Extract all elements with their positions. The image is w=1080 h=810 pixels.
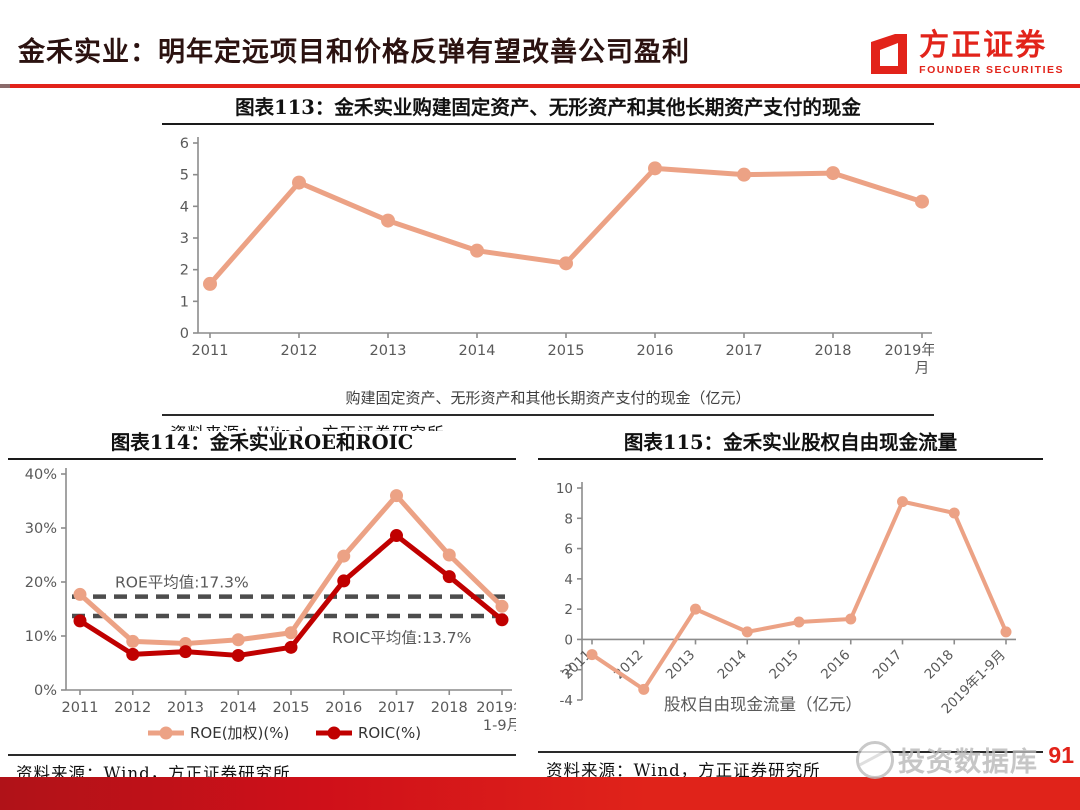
svg-text:股权自由现金流量（亿元）: 股权自由现金流量（亿元） (664, 695, 862, 714)
watermark-swirl-icon (856, 740, 894, 779)
svg-text:2015: 2015 (273, 700, 310, 716)
svg-text:1: 1 (180, 294, 189, 310)
svg-text:2014: 2014 (220, 700, 257, 716)
figure-115-fcfe: 图表115：金禾实业股权自由现金流量 -4 -2 0 2 4 6 8 10 2011 2012 20… (538, 431, 1043, 785)
figure-113-chart: 0 1 2 3 4 5 6 2011 2012 2013 2014 2015 2016 2017 2018 2… (162, 125, 960, 383)
svg-text:2016: 2016 (637, 343, 674, 359)
svg-text:2015: 2015 (548, 343, 585, 359)
svg-text:ROE(加权)(%): ROE(加权)(%) (190, 724, 289, 742)
figure-114-chart: 0% 10% 20% 30% 40% 2011 2012 2013 2014 2015 2016 20… (8, 460, 528, 748)
svg-text:2019年: 2019年 (476, 699, 516, 716)
svg-text:5: 5 (180, 168, 189, 184)
svg-text:20%: 20% (25, 575, 57, 591)
svg-text:1-9月: 1-9月 (483, 718, 516, 734)
watermark-text: 投资数据库 (898, 747, 1038, 778)
svg-text:2017: 2017 (870, 647, 906, 683)
svg-text:2019年1-9: 2019年1-9 (884, 342, 934, 359)
founder-logo-icon (865, 28, 911, 78)
logo-en-text: FOUNDER SECURITIES (919, 63, 1064, 76)
svg-text:0%: 0% (34, 683, 57, 699)
svg-text:0: 0 (564, 632, 573, 648)
figure-113-title: 图表113：金禾实业购建固定资产、无形资产和其他长期资产支付的现金 (162, 96, 934, 125)
bottom-red-bar (0, 777, 1080, 810)
svg-text:2016: 2016 (325, 700, 362, 716)
svg-text:-4: -4 (560, 693, 573, 709)
figure-114-roe-roic: 图表114：金禾实业ROE和ROIC 0% 10% 20% 30% 40% 2011 201… (8, 431, 528, 788)
svg-text:6: 6 (564, 542, 573, 558)
svg-text:ROIC(%): ROIC(%) (358, 724, 421, 742)
svg-text:2016: 2016 (818, 647, 854, 683)
svg-text:2011: 2011 (62, 700, 99, 716)
svg-text:2018: 2018 (431, 700, 468, 716)
figure-115-chart: -4 -2 0 2 4 6 8 10 2011 2012 2013 2014 2015 2016 2017 2… (538, 460, 1043, 745)
svg-text:0: 0 (180, 326, 189, 342)
svg-text:4: 4 (564, 572, 573, 588)
logo-cn-text: 方正证券 (919, 28, 1048, 62)
svg-text:4: 4 (180, 199, 189, 215)
svg-text:2018: 2018 (921, 647, 957, 683)
svg-text:2013: 2013 (370, 343, 407, 359)
founder-securities-logo: 方正证券 FOUNDER SECURITIES (865, 28, 1064, 78)
watermark: 投资数据库 (856, 740, 1038, 779)
svg-text:10%: 10% (25, 629, 57, 645)
figure-115-title: 图表115：金禾实业股权自由现金流量 (538, 431, 1043, 460)
page-number: 91 (1048, 742, 1074, 768)
svg-text:2012: 2012 (281, 343, 318, 359)
svg-text:2013: 2013 (167, 700, 204, 716)
figure-113-capex: 图表113：金禾实业购建固定资产、无形资产和其他长期资产支付的现金 0 1 2 3 4 5… (162, 96, 960, 448)
svg-text:月: 月 (915, 361, 930, 377)
svg-text:2014: 2014 (714, 647, 750, 683)
svg-text:2: 2 (180, 263, 189, 279)
page-title: 金禾实业：明年定远项目和价格反弹有望改善公司盈利 (18, 37, 690, 67)
svg-text:-2: -2 (560, 663, 573, 679)
header-divider (0, 84, 1080, 88)
svg-text:6: 6 (180, 136, 189, 152)
figure-113-legend: 购建固定资产、无形资产和其他长期资产支付的现金（亿元） (345, 390, 751, 407)
svg-text:2018: 2018 (815, 343, 852, 359)
svg-text:2012: 2012 (114, 700, 151, 716)
svg-text:2015: 2015 (766, 647, 802, 683)
svg-text:2: 2 (564, 602, 573, 618)
svg-text:ROIC平均值:13.7%: ROIC平均值:13.7% (332, 629, 471, 647)
svg-text:10: 10 (556, 481, 573, 497)
svg-text:30%: 30% (25, 521, 57, 537)
svg-text:ROE平均值:17.3%: ROE平均值:17.3% (115, 574, 249, 592)
svg-text:3: 3 (180, 231, 189, 247)
svg-text:40%: 40% (25, 467, 57, 483)
svg-text:2011: 2011 (192, 343, 229, 359)
svg-text:2017: 2017 (378, 700, 415, 716)
svg-text:2017: 2017 (726, 343, 763, 359)
figure-114-title: 图表114：金禾实业ROE和ROIC (8, 431, 516, 460)
svg-text:8: 8 (564, 511, 573, 527)
figure-115-source: 资料来源：Wind，方正证券研究所 (538, 751, 1043, 785)
svg-text:2014: 2014 (459, 343, 496, 359)
